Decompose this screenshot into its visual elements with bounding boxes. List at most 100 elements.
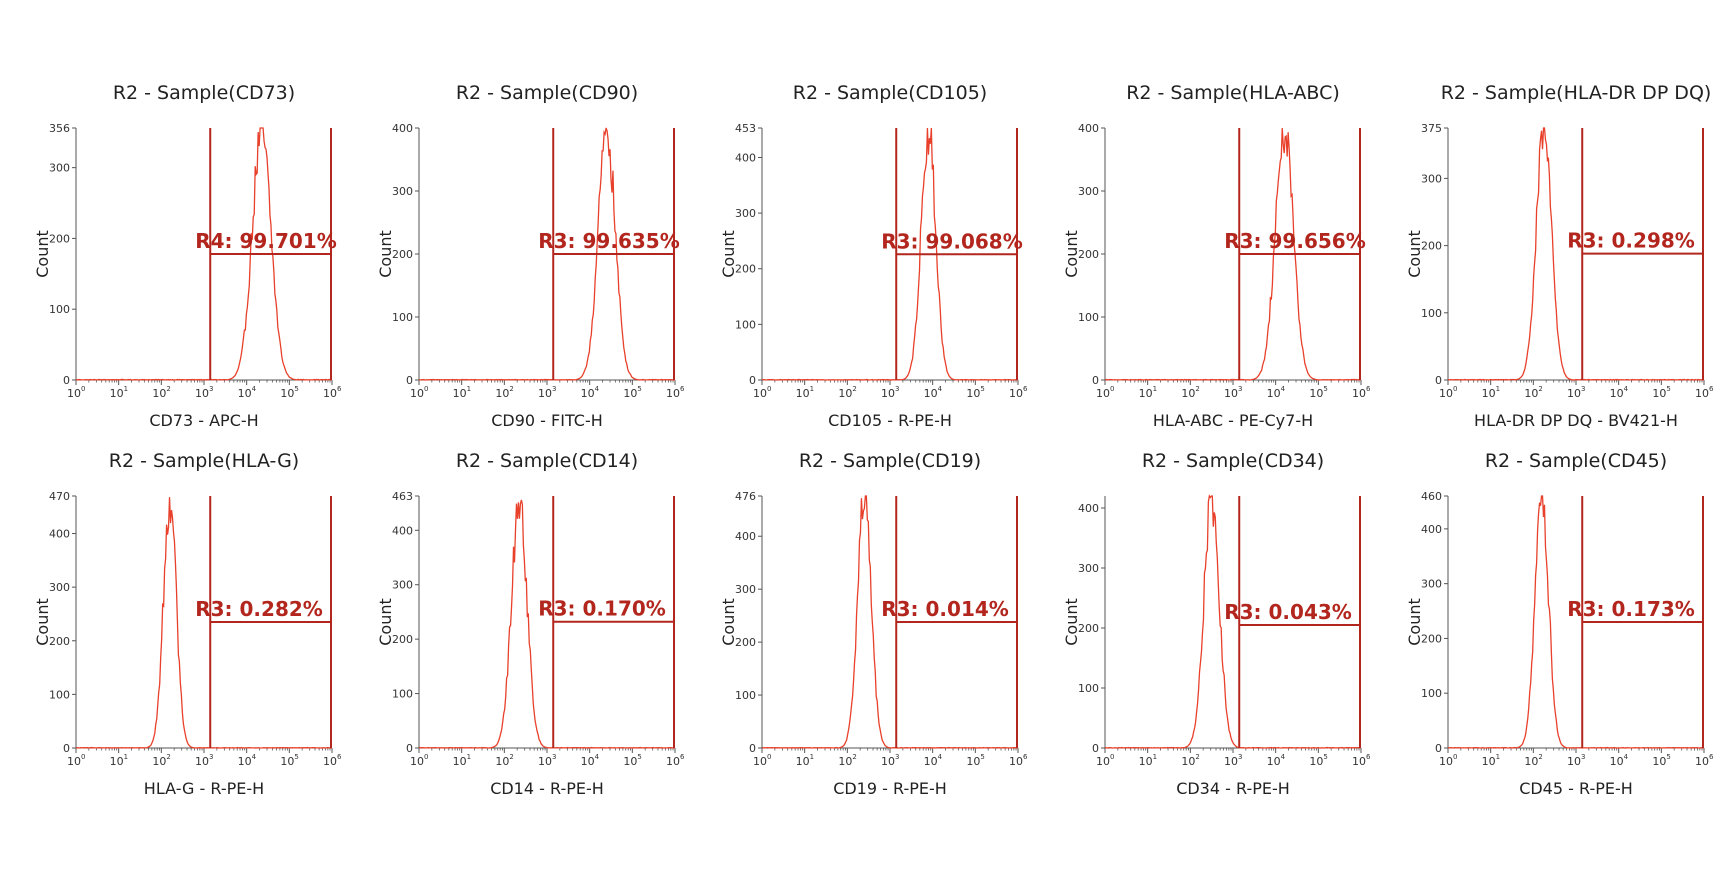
y-tick-label: 400: [392, 524, 413, 537]
panel-title: R2 - Sample(CD73): [113, 82, 295, 104]
x-tick-exponent: 2: [1538, 385, 1542, 393]
y-tick-label: 0: [1435, 374, 1442, 387]
x-tick-exponent: 1: [1496, 385, 1500, 393]
y-tick-label: 300: [392, 579, 413, 592]
y-tick-label: 300: [735, 207, 756, 220]
y-tick-label: 0: [1092, 374, 1099, 387]
gate-label: R3: 0.043%: [1224, 600, 1352, 624]
x-axis-label: CD73 - APC-H: [149, 411, 258, 430]
x-tick-label: 10: [238, 387, 252, 400]
x-tick-exponent: 1: [467, 385, 471, 393]
gate-label: R3: 0.170%: [538, 597, 666, 621]
x-tick-exponent: 2: [1538, 753, 1542, 761]
gate-label: R3: 0.173%: [1567, 597, 1695, 621]
panel-title: R2 - Sample(CD45): [1485, 450, 1667, 472]
x-tick-exponent: 1: [1496, 753, 1500, 761]
x-tick-label: 10: [238, 755, 252, 768]
panel-title: R2 - Sample(CD34): [1142, 450, 1324, 472]
y-tick-label: 400: [392, 122, 413, 135]
x-tick-exponent: 6: [337, 753, 342, 761]
x-tick-label: 10: [1009, 755, 1023, 768]
x-tick-label: 10: [1009, 387, 1023, 400]
y-axis-label: Count: [1405, 598, 1424, 646]
y-axis-label: Count: [1062, 598, 1081, 646]
y-tick-label: 0: [406, 742, 413, 755]
x-tick-label: 10: [796, 387, 810, 400]
x-tick-exponent: 6: [1366, 753, 1371, 761]
x-tick-exponent: 6: [1023, 385, 1028, 393]
x-tick-label: 10: [495, 387, 509, 400]
x-tick-exponent: 4: [938, 385, 943, 393]
x-tick-exponent: 2: [166, 753, 170, 761]
x-tick-label: 10: [1567, 755, 1581, 768]
x-tick-label: 10: [1267, 755, 1281, 768]
y-tick-label: 200: [49, 232, 70, 245]
panel-title: R2 - Sample(CD105): [793, 82, 987, 104]
y-tick-label: 200: [735, 263, 756, 276]
x-tick-exponent: 2: [1195, 385, 1199, 393]
x-tick-label: 10: [1567, 387, 1581, 400]
x-tick-exponent: 5: [980, 385, 984, 393]
x-tick-label: 10: [410, 387, 424, 400]
x-tick-label: 10: [581, 755, 595, 768]
gate-label: R3: 99.068%: [881, 229, 1023, 253]
histogram-curve: [1104, 127, 1362, 381]
y-tick-label: 300: [392, 185, 413, 198]
x-tick-label: 10: [1096, 755, 1110, 768]
y-tick-label: 200: [392, 633, 413, 646]
x-tick-label: 10: [67, 755, 81, 768]
x-axis-label: CD14 - R-PE-H: [490, 779, 604, 798]
y-axis-label: Count: [719, 230, 738, 278]
x-tick-label: 10: [1524, 755, 1538, 768]
x-tick-exponent: 6: [680, 385, 685, 393]
x-tick-label: 10: [538, 755, 552, 768]
histogram-panel: R2 - Sample(CD14)0100200300400463Count10…: [376, 450, 685, 798]
x-tick-exponent: 3: [552, 753, 556, 761]
x-tick-label: 10: [1482, 387, 1496, 400]
x-tick-label: 10: [924, 387, 938, 400]
x-tick-exponent: 2: [1195, 753, 1199, 761]
x-tick-label: 10: [195, 387, 209, 400]
y-tick-label: 200: [392, 248, 413, 261]
histogram-curve: [418, 127, 676, 381]
y-tick-label: 200: [1078, 622, 1099, 635]
y-tick-label: 200: [1421, 240, 1442, 253]
y-tick-label: 200: [735, 636, 756, 649]
y-tick-label: 100: [735, 689, 756, 702]
x-tick-exponent: 5: [980, 753, 984, 761]
y-tick-label: 300: [1421, 172, 1442, 185]
y-axis-label: Count: [1062, 230, 1081, 278]
x-tick-label: 10: [1267, 387, 1281, 400]
y-tick-label: 100: [1421, 307, 1442, 320]
x-tick-label: 10: [1439, 755, 1453, 768]
histogram-curve: [75, 497, 333, 749]
x-tick-label: 10: [152, 755, 166, 768]
x-tick-label: 10: [410, 755, 424, 768]
x-tick-exponent: 4: [1281, 753, 1286, 761]
y-tick-label: 100: [735, 318, 756, 331]
y-tick-label: 400: [735, 530, 756, 543]
histogram-panel: R2 - Sample(HLA-G)0100200300400470Count1…: [33, 450, 342, 798]
panel-title: R2 - Sample(HLA-DR DP DQ): [1441, 82, 1712, 104]
y-axis-label: Count: [376, 230, 395, 278]
x-tick-label: 10: [323, 387, 337, 400]
x-tick-label: 10: [623, 387, 637, 400]
x-tick-label: 10: [1309, 755, 1323, 768]
x-tick-exponent: 1: [1153, 753, 1157, 761]
x-tick-exponent: 3: [1581, 385, 1585, 393]
y-tick-label: 300: [1078, 185, 1099, 198]
gate-label: R3: 0.298%: [1567, 229, 1695, 253]
x-tick-label: 10: [1224, 755, 1238, 768]
x-tick-exponent: 2: [852, 753, 856, 761]
y-tick-label: 0: [749, 374, 756, 387]
x-tick-label: 10: [1695, 755, 1709, 768]
y-tick-label: 0: [63, 742, 70, 755]
x-tick-exponent: 5: [1323, 385, 1327, 393]
x-tick-label: 10: [453, 755, 467, 768]
x-tick-exponent: 0: [81, 753, 85, 761]
x-tick-exponent: 4: [252, 385, 257, 393]
x-tick-exponent: 1: [467, 753, 471, 761]
